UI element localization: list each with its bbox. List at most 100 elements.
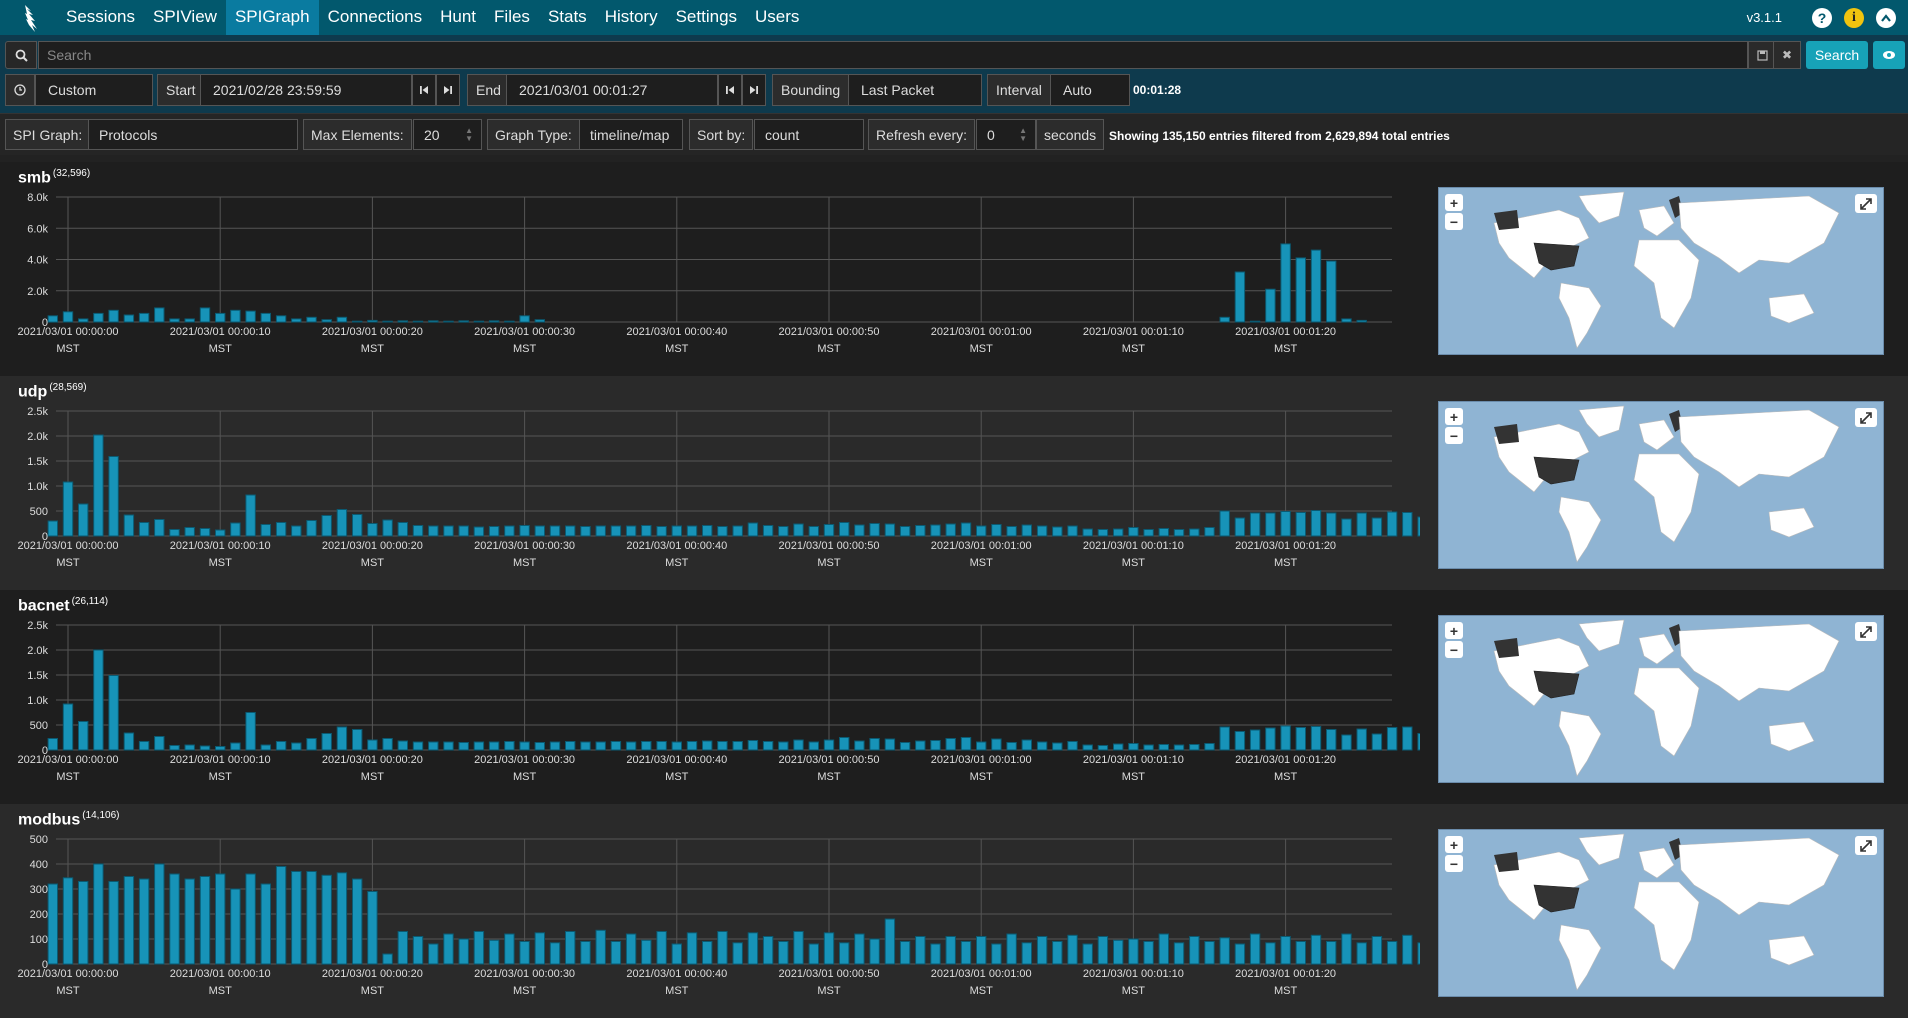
interval-select[interactable]: Auto bbox=[1050, 74, 1130, 106]
chart-bar bbox=[1021, 739, 1032, 751]
zoom-in-icon[interactable]: + bbox=[1445, 836, 1463, 853]
clear-icon[interactable]: ✖ bbox=[1773, 41, 1801, 69]
chart-bar bbox=[991, 738, 1002, 751]
chart-bar bbox=[1326, 941, 1337, 965]
search-input[interactable] bbox=[38, 41, 1748, 69]
expand-icon[interactable] bbox=[1855, 408, 1877, 427]
chart-bar bbox=[1280, 936, 1291, 965]
nav-spigraph[interactable]: SPIGraph bbox=[225, 0, 319, 35]
nav-sessions[interactable]: Sessions bbox=[66, 7, 135, 26]
nav-spiview[interactable]: SPIView bbox=[152, 7, 217, 26]
zoom-out-icon[interactable]: − bbox=[1445, 213, 1463, 230]
chart-bar bbox=[854, 933, 865, 965]
world-map-bacnet[interactable]: + − bbox=[1438, 615, 1884, 783]
chart-bar bbox=[245, 494, 256, 537]
graph-title[interactable]: modbus (14,106) bbox=[18, 810, 119, 829]
x-tick-label: 2021/03/01 00:00:30 bbox=[474, 326, 575, 338]
start-prev-icon[interactable] bbox=[412, 74, 436, 106]
zoom-out-icon[interactable]: − bbox=[1445, 855, 1463, 872]
end-time-input[interactable]: 2021/03/01 00:01:27 bbox=[506, 74, 718, 106]
chart-bar bbox=[1006, 933, 1017, 965]
chart-bar bbox=[671, 741, 682, 751]
graph-type-select[interactable]: timeline/map bbox=[579, 119, 683, 150]
chart-bar bbox=[245, 310, 256, 323]
world-map-graphic bbox=[1493, 833, 1840, 991]
sort-by-select[interactable]: count bbox=[754, 119, 864, 150]
max-elements-select[interactable]: 20 ▲ ▼ bbox=[413, 119, 482, 150]
expand-icon[interactable] bbox=[1855, 194, 1877, 213]
chart-bar bbox=[1417, 733, 1420, 751]
chart-bar bbox=[549, 525, 561, 537]
graph-title[interactable]: bacnet (26,114) bbox=[18, 596, 108, 615]
start-next-icon[interactable] bbox=[436, 74, 460, 106]
chart-bar bbox=[1067, 525, 1078, 537]
chart-bar bbox=[1052, 526, 1063, 537]
world-map-udp[interactable]: + − bbox=[1438, 401, 1884, 569]
chart-bar bbox=[1295, 941, 1306, 965]
nav-connections[interactable]: Connections bbox=[327, 7, 423, 26]
y-tick-label: 300 bbox=[30, 884, 48, 896]
time-range-select[interactable]: Custom bbox=[35, 74, 153, 106]
chart-bar bbox=[382, 738, 393, 751]
chart-bar bbox=[428, 525, 439, 537]
nav-files[interactable]: Files bbox=[494, 7, 530, 26]
nav-users[interactable]: Users bbox=[755, 7, 800, 26]
eye-icon[interactable] bbox=[1873, 41, 1905, 69]
nav-settings[interactable]: Settings bbox=[675, 7, 738, 26]
chart-bar bbox=[382, 953, 393, 965]
y-tick-label: 8.0k bbox=[27, 192, 48, 204]
start-time-input[interactable]: 2021/02/28 23:59:59 bbox=[200, 74, 412, 106]
chart-bar bbox=[199, 876, 211, 965]
zoom-out-icon[interactable]: − bbox=[1445, 641, 1463, 658]
chevron-up-icon[interactable] bbox=[1876, 7, 1896, 28]
graph-title-label: smb bbox=[18, 169, 51, 187]
world-map-modbus[interactable]: + − bbox=[1438, 829, 1884, 997]
nav-hunt[interactable]: Hunt bbox=[440, 7, 477, 26]
nav-history[interactable]: History bbox=[604, 7, 658, 26]
spigraph-options-bar: SPI Graph: Protocols Max Elements: 20 ▲ ▼… bbox=[0, 113, 1908, 155]
expand-icon[interactable] bbox=[1855, 622, 1877, 641]
nav-stats[interactable]: Stats bbox=[547, 7, 587, 26]
chart-bar bbox=[473, 741, 485, 751]
chart-bar bbox=[656, 741, 667, 751]
y-tick-label: 1.0k bbox=[27, 695, 48, 707]
end-prev-icon[interactable] bbox=[718, 74, 742, 106]
chart-bar bbox=[519, 525, 530, 537]
chart-bar bbox=[108, 881, 119, 965]
chart-bar bbox=[108, 456, 119, 537]
chart-bar bbox=[610, 741, 622, 751]
chart-bar bbox=[199, 307, 211, 323]
chart-bar bbox=[884, 918, 896, 965]
chart-bar bbox=[519, 741, 530, 751]
chart-bar bbox=[595, 741, 606, 751]
chart-bar bbox=[625, 741, 637, 751]
spi-graph-field-input[interactable]: Protocols bbox=[88, 119, 298, 150]
chart-bar bbox=[793, 739, 804, 751]
world-map-smb[interactable]: + − bbox=[1438, 187, 1884, 355]
chart-bar bbox=[275, 866, 287, 965]
graph-title[interactable]: udp (28,569) bbox=[18, 382, 87, 401]
zoom-in-icon[interactable]: + bbox=[1445, 408, 1463, 425]
arkime-owl-logo[interactable] bbox=[17, 0, 47, 35]
x-tick-label: 2021/03/01 00:00:50 bbox=[779, 968, 880, 980]
help-icon[interactable]: ? bbox=[1812, 7, 1832, 28]
expand-icon[interactable] bbox=[1855, 836, 1877, 855]
save-icon[interactable] bbox=[1748, 41, 1776, 69]
zoom-out-icon[interactable]: − bbox=[1445, 427, 1463, 444]
refresh-select[interactable]: 0 ▲ ▼ bbox=[976, 119, 1036, 150]
zoom-in-icon[interactable]: + bbox=[1445, 194, 1463, 211]
end-next-icon[interactable] bbox=[742, 74, 766, 106]
chart-bar bbox=[641, 525, 652, 537]
zoom-in-icon[interactable]: + bbox=[1445, 622, 1463, 639]
info-icon[interactable]: i bbox=[1844, 7, 1864, 28]
chart-bar bbox=[473, 320, 485, 323]
chart-bar bbox=[138, 741, 150, 751]
y-tick-label: 0 bbox=[42, 531, 48, 543]
chart-bar bbox=[78, 318, 89, 323]
graph-title[interactable]: smb (32,596) bbox=[18, 168, 90, 187]
bounding-select[interactable]: Last Packet bbox=[848, 74, 982, 106]
search-button[interactable]: Search bbox=[1806, 41, 1868, 69]
chart-bar bbox=[565, 931, 576, 965]
chart-bar bbox=[656, 931, 667, 965]
chart-bar bbox=[625, 933, 637, 965]
